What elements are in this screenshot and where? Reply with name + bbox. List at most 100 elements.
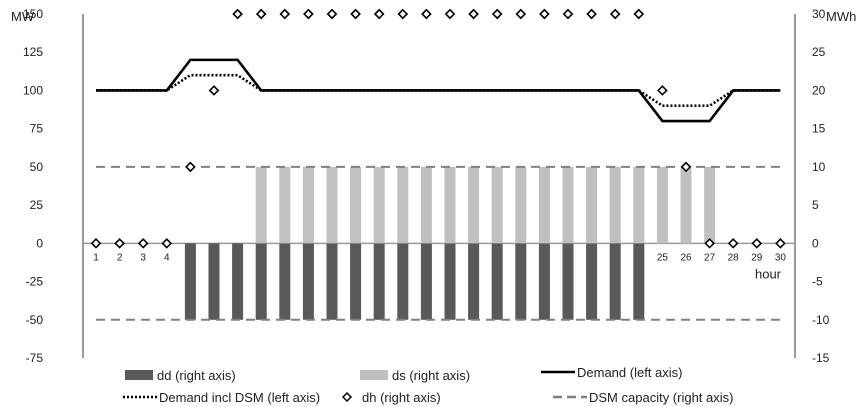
x-tick-label: 30 [775,252,787,263]
bar-dd [255,243,267,320]
right-tick-label: 30 [812,7,826,21]
legend-label: dh (right axis) [362,390,441,405]
legend-layer: dd (right axis) ds (right axis) Demand (le… [123,365,733,405]
lines-layer [96,58,781,321]
left-tick-label: 125 [23,45,43,59]
legend-item: ds (right axis) [360,368,470,383]
x-tick-label: 3 [140,252,146,263]
x-tick-label: 25 [657,252,669,263]
bar-dd [302,243,314,320]
dh-marker [680,161,692,173]
bar-dd [208,243,220,320]
legend-item: Demand (left axis) [541,365,682,380]
dh-marker [633,8,645,20]
dh-marker [185,161,196,173]
left-tick-label: -50 [26,313,44,327]
bar-ds [586,166,598,244]
dh-marker [232,8,243,20]
right-tick-label: 20 [812,83,826,97]
dh-marker [161,238,173,249]
dh-marker [373,8,385,20]
bar-ds [680,166,692,244]
bar-dd [279,243,291,320]
bar-ds [350,166,362,244]
right-axis-unit: MWh [826,9,856,24]
bar-dd [586,243,598,320]
legend-label: dd (right axis) [157,368,236,383]
dh-marker [421,8,432,20]
legend-item: dd (right axis) [125,368,236,383]
bar-dd [633,243,645,320]
right-tick-label: -15 [812,351,830,365]
dh-marker [515,8,527,20]
dh-marker [326,8,338,20]
dh-marker [90,238,102,249]
dh-marker [114,238,125,249]
dh-marker [397,8,409,20]
left-tick-label: 25 [30,198,44,212]
legend-item: DSM capacity (right axis) [553,390,733,405]
dh-marker [255,8,267,20]
left-tick-label: 50 [30,160,44,174]
x-tick-label: 27 [704,252,716,263]
bar-dd [184,243,196,320]
bar-ds [444,166,456,244]
axes-layer: -75-50-250255075100125150-15-10-50510152… [11,7,856,365]
bar-dd [444,243,456,320]
dh-marker [137,238,149,249]
dh-marker [586,8,597,20]
bar-ds [538,166,550,244]
bar-dd [562,243,574,320]
bar-ds [562,166,574,244]
bar-dd [373,243,385,320]
legend-label: ds (right axis) [392,368,470,383]
bar-dd [232,243,244,320]
bar-ds [397,166,409,244]
x-tick-label: 26 [680,252,692,263]
bar-dd [350,243,362,320]
legend-label: Demand (left axis) [577,365,682,380]
bar-dd [326,243,338,320]
right-tick-label: 15 [812,122,826,136]
bar-ds [326,166,338,244]
dh-marker [775,238,786,249]
dh-marker [727,238,739,249]
bar-ds [491,166,503,244]
bar-dd [468,243,480,320]
legend-item: dh (right axis) [341,390,441,405]
dh-marker [751,238,763,249]
dh-marker [704,238,715,249]
bar-ds [420,166,432,244]
dh-marker [279,8,291,20]
dh-marker [444,8,456,20]
right-tick-label: 0 [812,236,819,250]
legend-swatch [360,370,388,380]
bar-ds [633,166,645,244]
left-tick-label: 75 [30,122,44,136]
left-tick-label: 100 [23,83,43,97]
markers-layer [90,8,786,249]
dh-marker [609,8,621,20]
bar-dd [609,243,621,320]
x-axis-label: hour [755,266,782,281]
bars-layer [184,166,716,320]
x-tick-label: 28 [728,252,740,263]
x-tick-label: 4 [164,252,170,263]
dh-marker [562,8,574,20]
right-tick-label: -5 [812,275,823,289]
right-tick-label: -10 [812,313,830,327]
dh-marker [468,8,479,20]
left-tick-label: -25 [26,275,44,289]
dh-marker [539,8,550,20]
x-tick-label: 2 [117,252,123,263]
dh-marker [657,85,668,96]
legend-swatch [341,391,353,403]
legend-item: Demand incl DSM (left axis) [123,390,320,405]
bar-dd [397,243,409,320]
bar-dd [538,243,550,320]
dh-marker [491,8,503,20]
right-tick-label: 5 [812,198,819,212]
bar-ds [656,166,668,244]
